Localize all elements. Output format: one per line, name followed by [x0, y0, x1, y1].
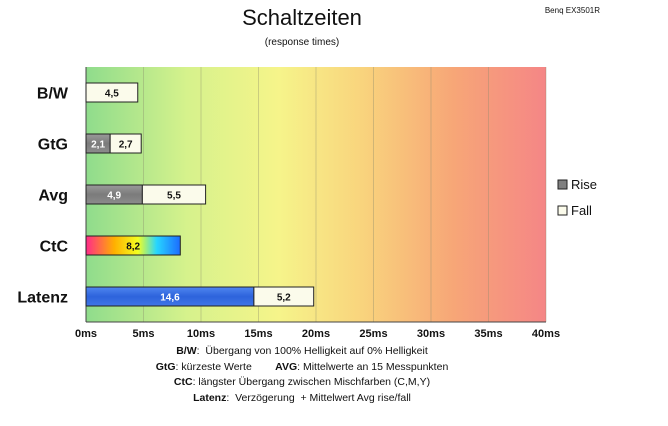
bar-fall [141, 184, 207, 205]
note-text: : Mittelwerte an 15 Messpunkten [297, 360, 449, 373]
chart-title: Schaltzeiten [242, 5, 362, 30]
note-text: : Übergang von 100% Helligkeit auf 0% He… [196, 345, 428, 357]
legend-swatch-rise [557, 179, 568, 190]
bar-label-rise: 14,6 [160, 293, 180, 304]
note-key: AVG [275, 360, 298, 373]
note-text: : Verzögerung + Mittelwert Avg rise/fall [226, 391, 411, 404]
category-label: CtC [40, 239, 69, 256]
bar-label-fall: 2,7 [119, 140, 133, 151]
bar-label-ctc: 8,2 [126, 242, 140, 253]
note-text: : kürzeste Werte [175, 360, 276, 373]
bar-label-fall: 5,2 [277, 293, 291, 304]
note-line: B/W: Übergang von 100% Helligkeit auf 0%… [0, 344, 604, 360]
legend-label-rise: Rise [571, 177, 597, 192]
x-tick-label: 35ms [474, 328, 502, 340]
x-tick-label: 25ms [359, 328, 387, 340]
bar-fall [85, 82, 139, 103]
note-text: : längster Übergang zwischen Mischfarben… [192, 376, 431, 388]
x-tick-label: 40ms [532, 328, 560, 340]
bar-label-fall: 4,5 [105, 89, 119, 100]
x-tick-label: 5ms [132, 328, 154, 340]
note-key: GtG [155, 360, 176, 373]
legend-swatch-fall [557, 205, 568, 216]
category-label: Latenz [17, 290, 68, 307]
category-label: GtG [38, 137, 68, 154]
bar-fall [109, 133, 142, 154]
note-line: GtG: kürzeste Werte AVG: Mittelwerte an … [0, 360, 604, 376]
note-key: CtC [173, 376, 193, 388]
chart-subtitle: (response times) [264, 37, 340, 48]
chart-notes: B/W: Übergang von 100% Helligkeit auf 0%… [0, 344, 604, 406]
note-line: Latenz: Verzögerung + Mittelwert Avg ris… [0, 391, 604, 407]
monitor-model-label: Benq EX3501R [544, 6, 600, 15]
bar-label-rise: 4,9 [107, 191, 121, 202]
x-tick-label: 20ms [302, 328, 330, 340]
bar-label-fall: 5,5 [167, 191, 181, 202]
category-label: Avg [38, 188, 68, 205]
note-key: Latenz [193, 391, 227, 404]
x-tick-label: 30ms [417, 328, 445, 340]
x-tick-label: 10ms [187, 328, 215, 340]
note-line: CtC: längster Übergang zwischen Mischfar… [0, 375, 604, 391]
legend-label-fall: Fall [571, 203, 592, 218]
x-tick-label: 0ms [75, 328, 97, 340]
bar-fall [253, 286, 315, 307]
x-tick-label: 15ms [244, 328, 272, 340]
category-label: B/W [37, 86, 69, 103]
note-key: B/W [176, 345, 197, 357]
bar-ctc [85, 235, 181, 256]
bar-label-rise: 2,1 [91, 140, 105, 151]
